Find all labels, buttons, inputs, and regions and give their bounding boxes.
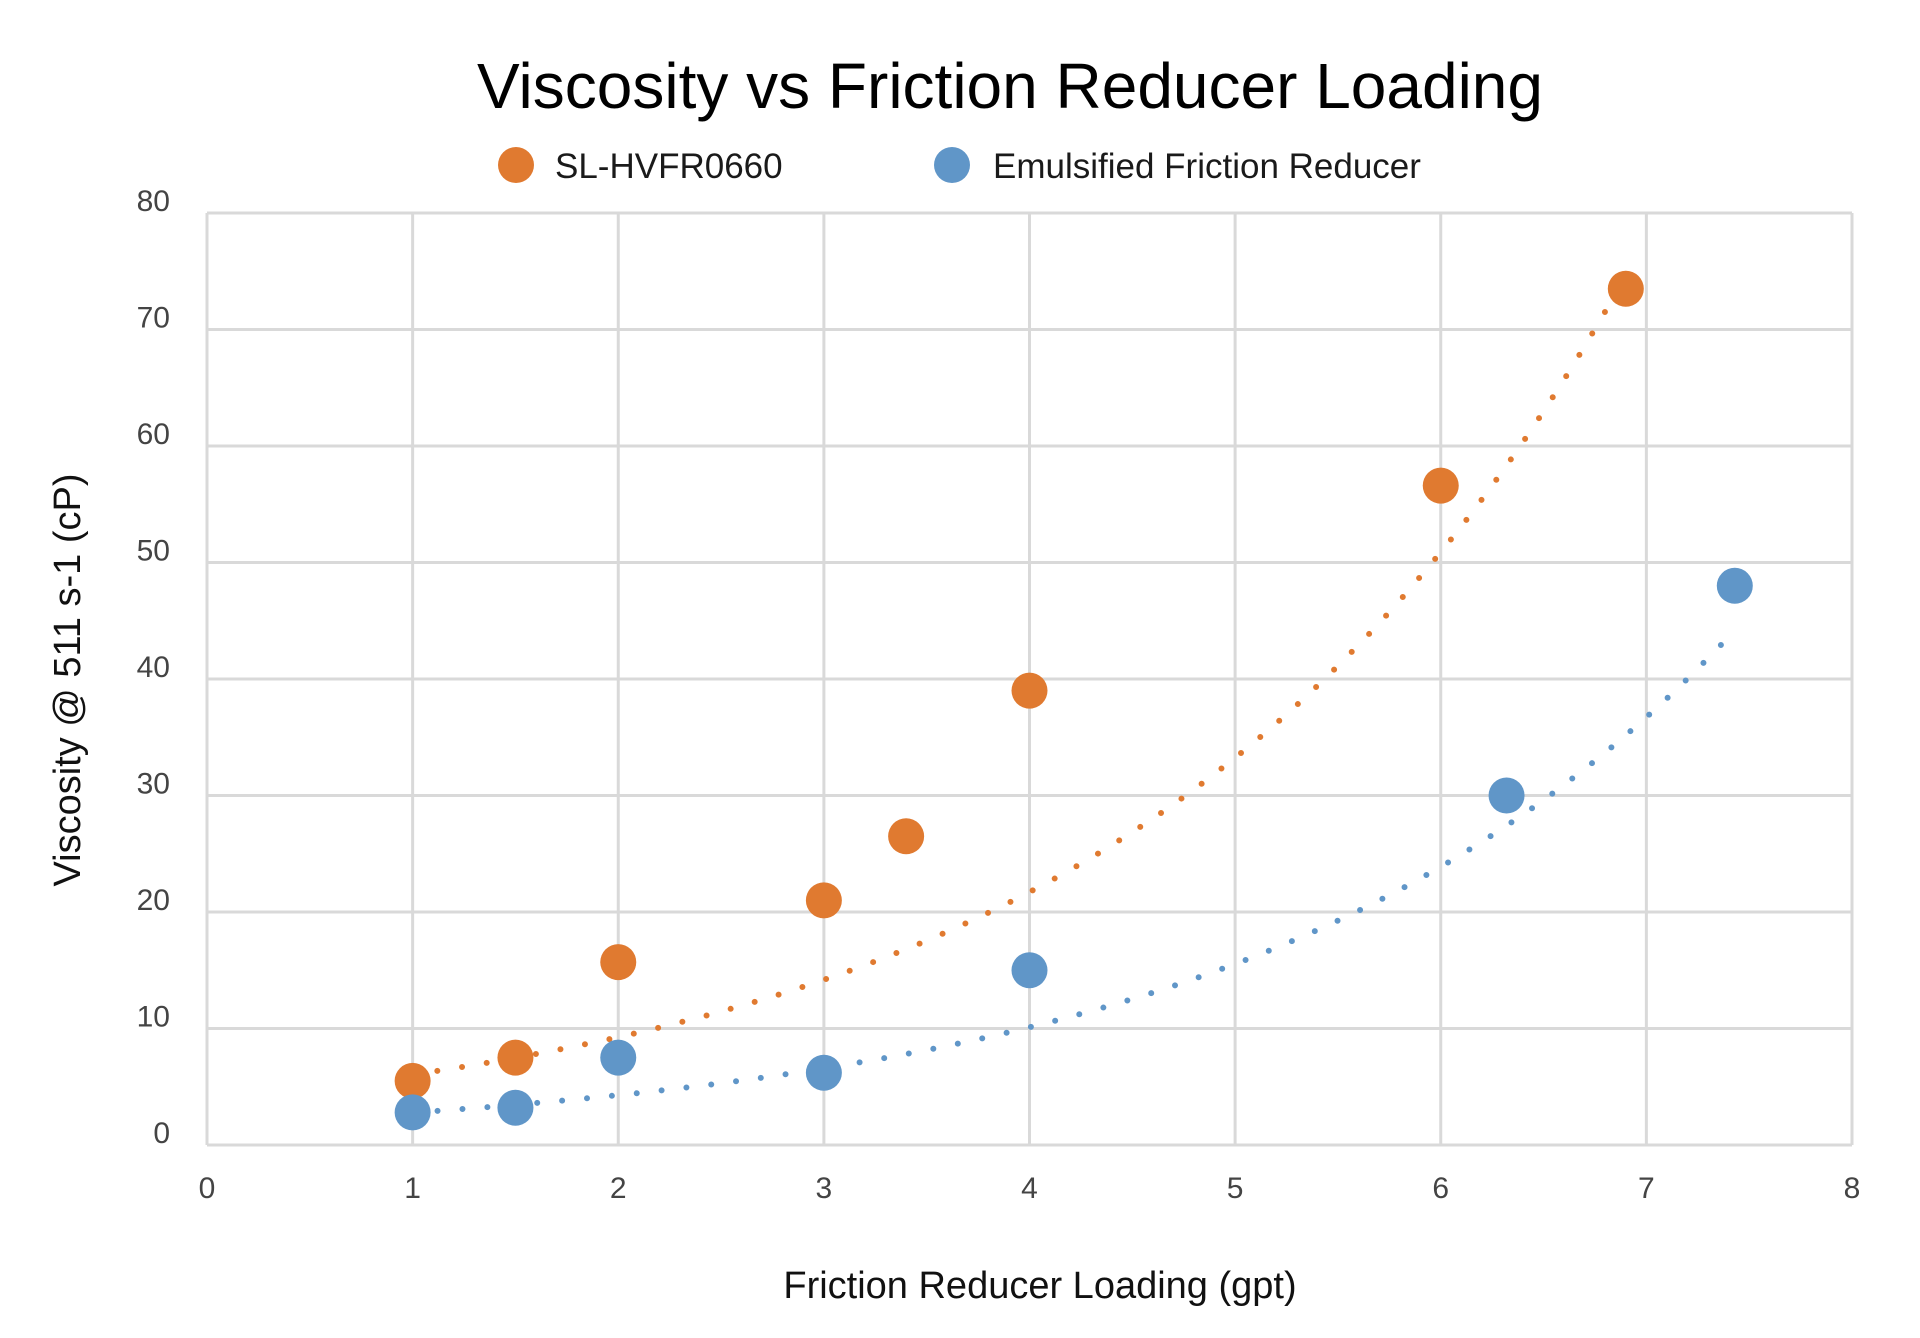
y-tick-label: 60 <box>137 418 170 451</box>
data-point-series-1 <box>600 944 637 981</box>
chart-title: Viscosity vs Friction Reducer Loading <box>477 50 1543 122</box>
y-tick-label: 10 <box>137 1001 170 1034</box>
y-tick-label: 80 <box>137 185 170 218</box>
y-axis-label: Viscosity @ 511 s-1 (cP) <box>47 473 89 886</box>
legend-item-series-2: Emulsified Friction Reducer <box>934 147 1421 186</box>
data-point-series-1 <box>888 818 925 855</box>
x-tick-label: 6 <box>1432 1172 1449 1205</box>
data-point-series-1 <box>497 1039 534 1076</box>
data-point-series-1 <box>394 1062 431 1099</box>
legend-label-series-1: SL-HVFR0660 <box>555 147 783 186</box>
data-point-series-1 <box>1011 672 1048 709</box>
trendlines <box>409 272 1738 1116</box>
data-point-series-2 <box>600 1039 637 1076</box>
data-point-series-2 <box>1716 567 1753 604</box>
data-point-series-1 <box>1607 270 1644 307</box>
y-tick-label: 40 <box>137 651 170 684</box>
legend-label-series-2: Emulsified Friction Reducer <box>993 147 1421 186</box>
data-point-series-1 <box>805 882 842 919</box>
data-point-series-2 <box>1011 952 1048 989</box>
legend-item-series-1: SL-HVFR0660 <box>498 147 783 186</box>
x-tick-label: 1 <box>404 1172 421 1205</box>
y-tick-label: 70 <box>137 302 170 335</box>
x-axis-ticks: 0 1 2 3 4 5 6 7 8 <box>199 1172 1861 1205</box>
x-tick-label: 0 <box>199 1172 216 1205</box>
y-tick-label: 50 <box>137 535 170 568</box>
data-points <box>394 270 1753 1131</box>
legend-marker-series-1 <box>498 147 534 183</box>
x-tick-label: 4 <box>1021 1172 1038 1205</box>
x-tick-label: 5 <box>1227 1172 1244 1205</box>
x-axis-label: Friction Reducer Loading (gpt) <box>783 1265 1296 1307</box>
x-tick-label: 8 <box>1844 1172 1861 1205</box>
legend: SL-HVFR0660 Emulsified Friction Reducer <box>498 147 1421 186</box>
x-tick-label: 2 <box>610 1172 627 1205</box>
data-point-series-2 <box>805 1054 842 1091</box>
y-tick-label: 20 <box>137 884 170 917</box>
x-tick-label: 7 <box>1638 1172 1655 1205</box>
x-tick-label: 3 <box>816 1172 833 1205</box>
y-tick-label: 0 <box>153 1117 170 1150</box>
data-point-series-2 <box>497 1089 534 1126</box>
trendline-series-1 <box>409 272 1629 1078</box>
data-point-series-2 <box>394 1094 431 1131</box>
legend-marker-series-2 <box>934 147 970 183</box>
y-tick-label: 30 <box>137 768 170 801</box>
data-point-series-1 <box>1422 467 1459 504</box>
data-point-series-2 <box>1488 777 1525 814</box>
y-axis-ticks: 0 10 20 30 40 50 60 70 80 <box>137 185 170 1150</box>
